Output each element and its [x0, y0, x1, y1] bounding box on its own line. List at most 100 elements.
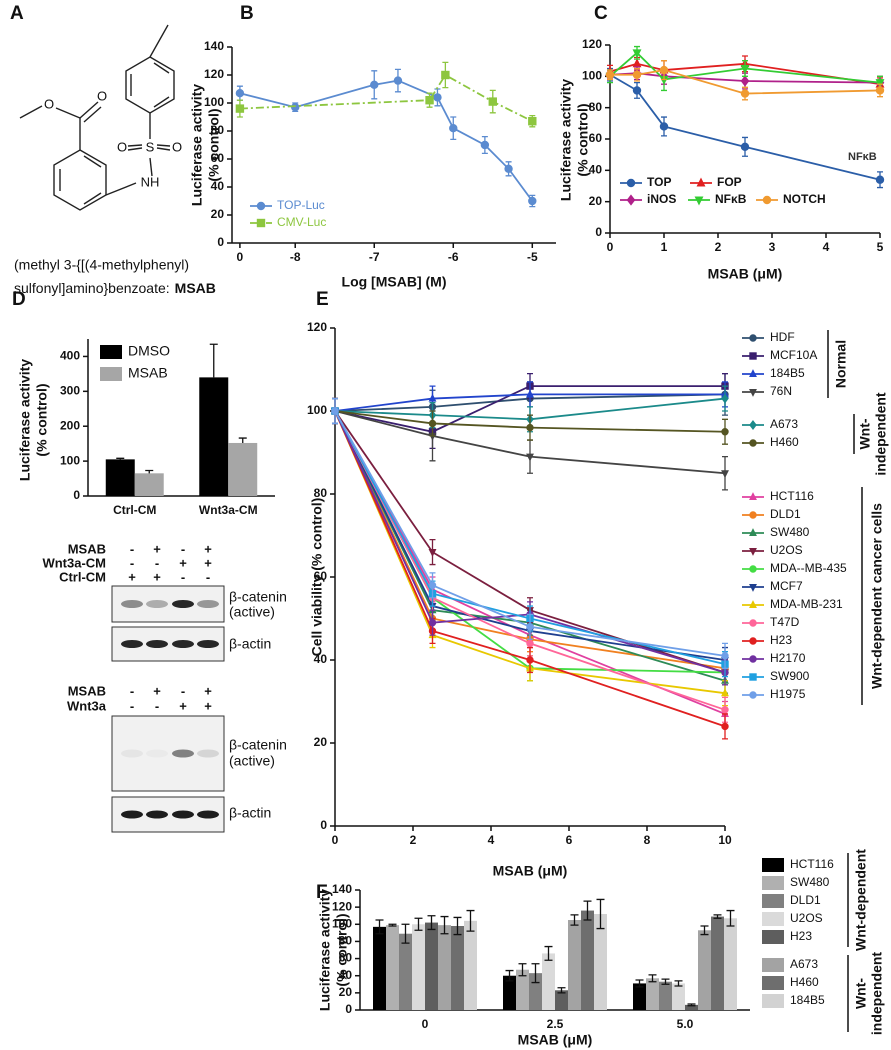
y-tick-label: 100	[60, 453, 80, 467]
legend-marker	[749, 673, 757, 681]
data-point	[721, 428, 729, 436]
bar	[594, 914, 607, 1010]
bond	[153, 62, 170, 74]
legend-label: 184B5	[790, 993, 825, 1007]
legend-swatch	[100, 367, 122, 381]
legend-label: NFκB	[715, 192, 747, 206]
data-point	[291, 102, 300, 112]
x-tick-label: 3	[769, 240, 776, 254]
ring	[125, 56, 175, 114]
y-tick-label: 60	[314, 569, 328, 583]
y-tick-label: 400	[60, 349, 80, 363]
legend-label: FOP	[717, 175, 742, 189]
y-axis-title: (% control)	[334, 913, 350, 986]
bond	[153, 96, 170, 108]
y-tick-label: 80	[211, 123, 225, 137]
data-point	[721, 393, 729, 404]
legend-swatch	[762, 894, 784, 908]
x-tick-label: 2	[715, 240, 722, 254]
blot-sign: -	[155, 555, 159, 570]
x-tick-label: 5	[877, 240, 884, 254]
legend-marker	[749, 565, 757, 573]
data-point	[526, 656, 534, 664]
x-tick-label: 0	[607, 240, 614, 254]
x-tick-label: 2	[410, 833, 417, 847]
blot-sign: +	[153, 683, 161, 698]
blot-band	[172, 600, 194, 608]
y-tick-label: 80	[339, 934, 353, 948]
data-point	[428, 549, 437, 557]
bar	[425, 922, 438, 1010]
bar	[698, 930, 711, 1010]
y-tick-label: 100	[307, 403, 327, 417]
data-point	[428, 618, 437, 627]
blot-sign: +	[153, 541, 161, 556]
data-point	[632, 86, 642, 95]
data-point	[393, 76, 403, 85]
x-tick-label: 0	[237, 250, 244, 264]
y-axis-title: Luciferase activity	[17, 359, 33, 481]
data-point	[441, 70, 450, 80]
blot-sign: -	[181, 569, 185, 584]
legend-marker	[749, 334, 757, 342]
blot-band	[172, 640, 194, 648]
error-bar	[583, 900, 592, 921]
data-point	[632, 58, 642, 68]
bond	[83, 192, 102, 205]
series-line	[334, 410, 726, 657]
legend-label: MDA-MB-231	[770, 597, 843, 611]
bond	[105, 182, 137, 196]
legend-label: A673	[790, 957, 818, 971]
x-tick-label: 5.0	[677, 1017, 694, 1031]
legend-label: iNOS	[647, 192, 676, 206]
y-axis-title: Cell viability (% control)	[309, 498, 325, 657]
x-tick-label: -5	[527, 250, 538, 264]
x-tick-label: 10	[718, 833, 732, 847]
bar	[646, 978, 659, 1010]
data-point	[740, 65, 750, 74]
legend-marker	[762, 195, 772, 205]
bar	[464, 920, 477, 1010]
y-tick-label: 40	[339, 968, 353, 982]
x-tick-label: 4	[488, 833, 495, 847]
bond	[19, 105, 43, 119]
legend-swatch	[762, 994, 784, 1008]
panel-label: F	[316, 882, 328, 903]
blot-band	[146, 810, 168, 819]
error-bar	[505, 969, 514, 982]
data-point	[528, 117, 537, 126]
y-axis-title: Luciferase activity	[189, 84, 205, 206]
error-bar	[427, 915, 436, 931]
legend-label: H460	[770, 435, 799, 449]
blot-sign: +	[179, 555, 187, 570]
x-tick-label: 4	[823, 240, 830, 254]
data-point	[235, 88, 245, 98]
panel-label: E	[316, 289, 329, 310]
blot-band	[121, 640, 143, 648]
error-bar	[687, 1003, 696, 1007]
legend-marker	[749, 691, 757, 699]
y-axis-title: (% control)	[206, 108, 222, 181]
bar	[724, 918, 737, 1010]
error-bar	[375, 919, 384, 935]
data-point	[740, 142, 750, 152]
legend-label: HDF	[770, 330, 795, 344]
blot-label: β-catenin	[229, 589, 287, 605]
legend-label: 184B5	[770, 366, 805, 380]
error-bar	[570, 914, 579, 926]
error-bar	[557, 987, 566, 994]
error-bar	[518, 963, 527, 977]
bond	[156, 144, 171, 147]
error-bar	[401, 923, 410, 944]
atom-label: S	[146, 139, 155, 154]
ring	[53, 149, 107, 211]
legend-label: SW480	[790, 875, 830, 889]
legend-label: H2170	[770, 651, 806, 665]
error-bar	[238, 437, 247, 443]
legend-swatch	[762, 858, 784, 872]
legend-label: H23	[770, 633, 792, 647]
data-point	[526, 453, 534, 462]
legend-label: 76N	[770, 384, 792, 398]
bar	[711, 916, 724, 1010]
blot-band	[146, 750, 168, 758]
